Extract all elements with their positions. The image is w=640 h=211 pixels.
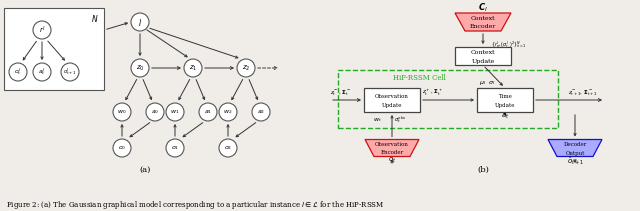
Polygon shape xyxy=(548,139,602,157)
Polygon shape xyxy=(365,139,419,157)
Bar xyxy=(364,88,420,112)
Circle shape xyxy=(33,63,51,81)
Text: $\sigma_t^{obs}$: $\sigma_t^{obs}$ xyxy=(394,115,406,125)
Text: Observation: Observation xyxy=(375,93,409,99)
Text: $o_t$: $o_t$ xyxy=(388,155,396,165)
Bar xyxy=(477,88,533,112)
Bar xyxy=(455,47,511,65)
Text: $\hat{o}_{t+1}$: $\hat{o}_{t+1}$ xyxy=(566,155,584,167)
Text: $w_2$: $w_2$ xyxy=(223,108,233,116)
Text: Context: Context xyxy=(470,50,495,55)
Text: $l$: $l$ xyxy=(138,16,142,27)
Text: Update: Update xyxy=(495,103,515,107)
Text: $a_0$: $a_0$ xyxy=(151,108,159,116)
Circle shape xyxy=(237,59,255,77)
Text: $z_{t+1}^-,\, \boldsymbol{\Sigma}_{t+1}^-$: $z_{t+1}^-,\, \boldsymbol{\Sigma}_{t+1}^… xyxy=(568,88,598,98)
Circle shape xyxy=(9,63,27,81)
Text: $o_2$: $o_2$ xyxy=(224,144,232,152)
Circle shape xyxy=(131,59,149,77)
Circle shape xyxy=(219,139,237,157)
Bar xyxy=(4,8,104,90)
Circle shape xyxy=(113,139,131,157)
Text: $N$: $N$ xyxy=(92,12,99,23)
Text: Update: Update xyxy=(381,103,403,107)
Text: Context: Context xyxy=(470,16,495,22)
Text: Update: Update xyxy=(472,58,495,64)
Text: (a): (a) xyxy=(140,166,150,174)
Circle shape xyxy=(252,103,270,121)
Text: $a_1$: $a_1$ xyxy=(204,108,212,116)
Text: $o^l_t$: $o^l_t$ xyxy=(14,67,22,77)
Text: Figure 2: (a) The Gaussian graphical model corresponding to a particular instanc: Figure 2: (a) The Gaussian graphical mod… xyxy=(6,199,385,211)
Circle shape xyxy=(166,103,184,121)
Text: $o_0$: $o_0$ xyxy=(118,144,126,152)
Text: Observation: Observation xyxy=(375,142,409,147)
Text: $\mu_l$  $\sigma_l$: $\mu_l$ $\sigma_l$ xyxy=(479,79,495,87)
Text: $z_t^-,\, \boldsymbol{\Sigma}_t^-$: $z_t^-,\, \boldsymbol{\Sigma}_t^-$ xyxy=(330,88,351,98)
Circle shape xyxy=(113,103,131,121)
Text: $a^l_t$: $a^l_t$ xyxy=(38,67,46,77)
Circle shape xyxy=(184,59,202,77)
Text: $w_0$: $w_0$ xyxy=(117,108,127,116)
Text: $r^l$: $r^l$ xyxy=(38,24,45,36)
Bar xyxy=(338,70,558,128)
Text: $z_0$: $z_0$ xyxy=(136,63,144,73)
Text: $z_2$: $z_2$ xyxy=(242,63,250,73)
Text: $a_t$: $a_t$ xyxy=(501,111,509,121)
Circle shape xyxy=(199,103,217,121)
Text: Encoder: Encoder xyxy=(380,150,404,156)
Text: HiP-RSSM Cell: HiP-RSSM Cell xyxy=(393,74,445,82)
Text: $a_2$: $a_2$ xyxy=(257,108,265,116)
Text: Output: Output xyxy=(565,150,585,156)
Text: $\boldsymbol{C}_l$: $\boldsymbol{C}_l$ xyxy=(478,2,488,14)
Text: $w_1$: $w_1$ xyxy=(170,108,180,116)
Text: $o^l_{t+1}$: $o^l_{t+1}$ xyxy=(63,67,77,77)
Text: Decoder: Decoder xyxy=(563,142,587,147)
Circle shape xyxy=(61,63,79,81)
Circle shape xyxy=(219,103,237,121)
Text: (b): (b) xyxy=(477,166,489,174)
Circle shape xyxy=(33,21,51,39)
Polygon shape xyxy=(455,13,511,31)
Text: $z_t^+,\, \boldsymbol{\Sigma}_t^+$: $z_t^+,\, \boldsymbol{\Sigma}_t^+$ xyxy=(422,88,444,98)
Text: $o_1$: $o_1$ xyxy=(171,144,179,152)
Text: $\{r^l_n, (\sigma^l_{r_n})^2\}^N_{n=1}$: $\{r^l_n, (\sigma^l_{r_n})^2\}^N_{n=1}$ xyxy=(491,39,527,51)
Circle shape xyxy=(166,139,184,157)
Text: $z_1$: $z_1$ xyxy=(189,63,197,73)
Text: $w_t$: $w_t$ xyxy=(373,116,382,124)
Circle shape xyxy=(131,13,149,31)
Text: Time: Time xyxy=(498,93,512,99)
Circle shape xyxy=(146,103,164,121)
Text: Encoder: Encoder xyxy=(470,24,496,30)
